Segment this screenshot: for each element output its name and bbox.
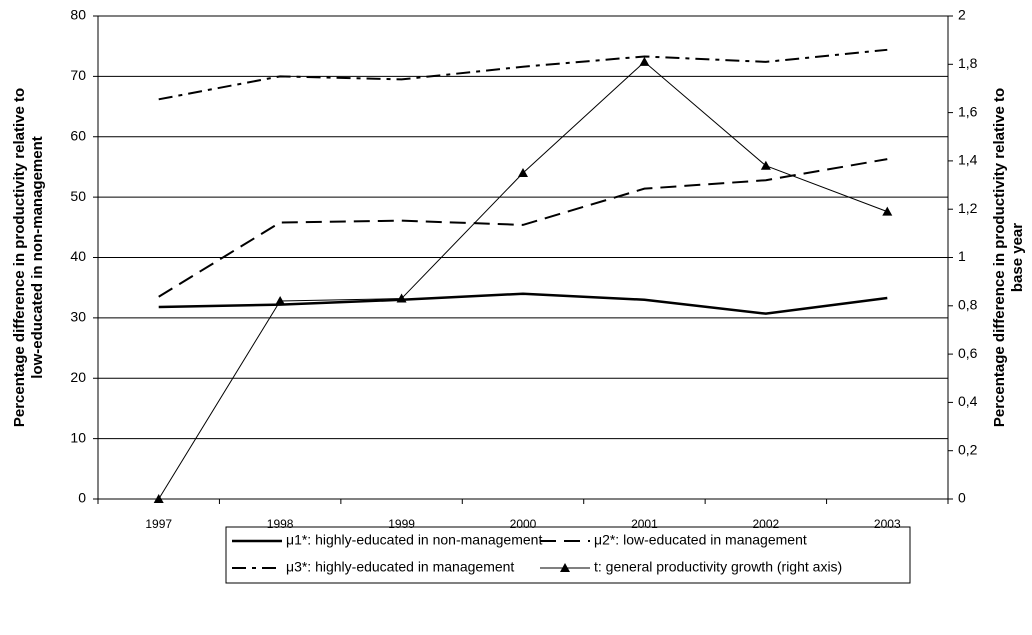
x-tick-label: 1999 xyxy=(388,517,415,531)
y2-tick-label: 1,8 xyxy=(958,55,978,71)
y2-tick-label: 0,4 xyxy=(958,393,978,409)
y2-axis-label: Percentage difference in productivity re… xyxy=(991,88,1008,427)
y2-tick-label: 1,6 xyxy=(958,103,978,119)
y2-tick-label: 1,2 xyxy=(958,200,978,216)
legend-label: μ2*: low-educated in management xyxy=(594,532,807,548)
series-line xyxy=(158,158,888,298)
y2-tick-label: 0,8 xyxy=(958,297,978,313)
y-axis-label: Percentage difference in productivity re… xyxy=(11,88,28,427)
y-tick-label: 10 xyxy=(70,429,86,445)
legend-box xyxy=(225,526,911,584)
point-marker xyxy=(275,295,286,305)
y2-tick-label: 1,4 xyxy=(958,152,978,168)
x-tick-label: 1997 xyxy=(145,517,172,531)
point-marker xyxy=(639,56,650,66)
x-tick-label: 2000 xyxy=(510,517,537,531)
point-marker xyxy=(882,206,893,216)
series-line xyxy=(158,292,888,315)
legend-label: t: general productivity growth (right ax… xyxy=(594,559,842,575)
y2-tick-label: 1 xyxy=(958,248,966,264)
x-tick-label: 1998 xyxy=(267,517,294,531)
y-tick-label: 30 xyxy=(70,309,86,325)
y2-axis-label: base year xyxy=(1009,223,1026,292)
y-tick-label: 60 xyxy=(70,127,86,143)
y-tick-label: 40 xyxy=(70,248,86,264)
y-tick-label: 0 xyxy=(78,490,86,506)
series-line xyxy=(158,61,888,500)
point-marker xyxy=(396,293,407,303)
y2-tick-label: 0 xyxy=(958,490,966,506)
series-line xyxy=(158,48,888,101)
y-tick-label: 50 xyxy=(70,188,86,204)
y2-tick-label: 2 xyxy=(958,7,966,23)
y-tick-label: 20 xyxy=(70,369,86,385)
y-tick-label: 80 xyxy=(70,7,86,23)
legend-label: μ1*: highly-educated in non-management xyxy=(286,532,542,548)
legend-label: μ3*: highly-educated in management xyxy=(286,559,514,575)
point-marker xyxy=(153,494,164,503)
point-marker xyxy=(760,160,771,170)
y-axis-label: low-educated in non-management xyxy=(29,136,46,379)
y2-tick-label: 0,2 xyxy=(958,441,978,457)
x-tick-label: 2002 xyxy=(753,517,780,531)
x-tick-label: 2003 xyxy=(874,517,901,531)
x-tick-label: 2001 xyxy=(631,517,658,531)
y2-tick-label: 0,6 xyxy=(958,345,978,361)
y-tick-label: 70 xyxy=(70,67,86,83)
point-marker xyxy=(518,167,528,177)
legend-marker xyxy=(560,563,570,572)
